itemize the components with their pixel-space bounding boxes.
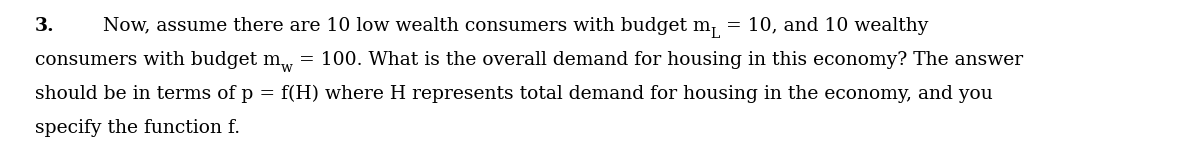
Text: = 10, and 10 wealthy: = 10, and 10 wealthy — [720, 17, 928, 35]
Text: Now, assume there are 10 low wealth consumers with budget m: Now, assume there are 10 low wealth cons… — [55, 17, 710, 35]
Text: w: w — [281, 61, 293, 75]
Text: consumers with budget m: consumers with budget m — [35, 51, 281, 69]
Text: specify the function f.: specify the function f. — [35, 119, 240, 137]
Text: L: L — [710, 27, 720, 41]
Text: 3.: 3. — [35, 17, 55, 35]
Text: = 100. What is the overall demand for housing in this economy? The answer: = 100. What is the overall demand for ho… — [293, 51, 1022, 69]
Text: should be in terms of p = f(H) where H represents total demand for housing in th: should be in terms of p = f(H) where H r… — [35, 85, 992, 103]
